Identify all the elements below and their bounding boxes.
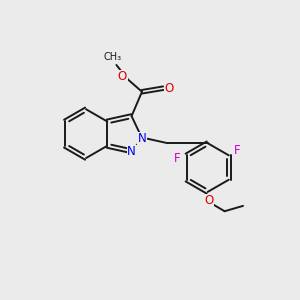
Text: F: F <box>234 143 240 157</box>
Text: O: O <box>164 82 173 95</box>
Text: N: N <box>138 132 147 145</box>
Text: O: O <box>205 194 214 207</box>
Text: CH₃: CH₃ <box>104 52 122 62</box>
Text: N: N <box>127 145 136 158</box>
Text: O: O <box>118 70 127 83</box>
Text: F: F <box>174 152 180 165</box>
